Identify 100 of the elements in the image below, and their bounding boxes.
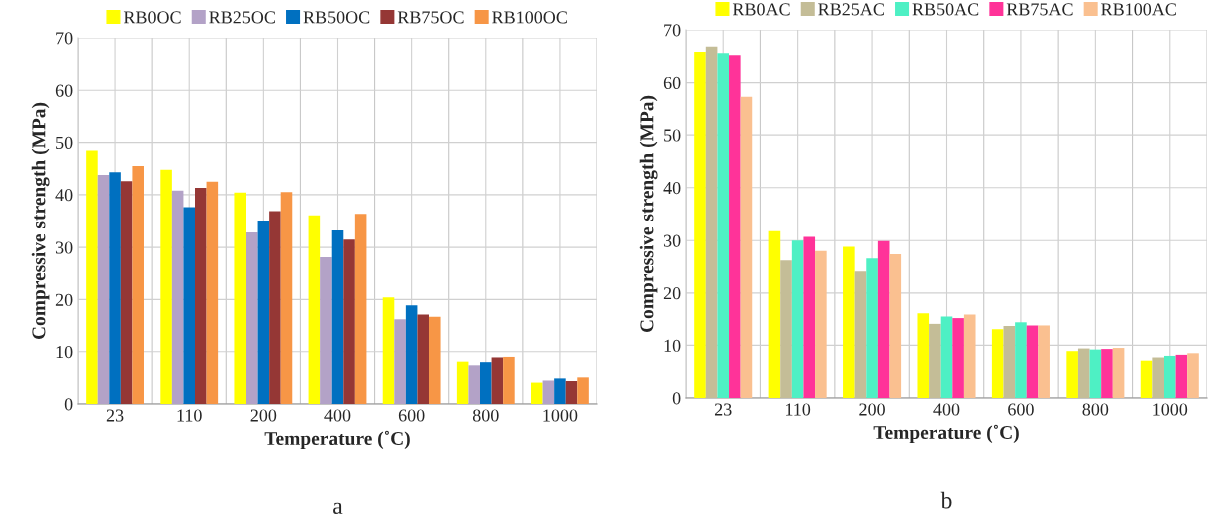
legend-label: RB50AC [912,3,979,16]
bar [120,181,133,404]
bar [565,380,578,404]
bar [780,260,792,398]
x-tick-label: 1000 [543,409,578,422]
y-tick-label: 30 [663,234,681,247]
bar [740,96,753,398]
bar [940,316,953,398]
bar [917,313,930,398]
bar [132,166,144,404]
y-tick-label: 10 [56,345,73,359]
bar [1152,357,1164,398]
bar [1066,351,1078,398]
bar [866,258,878,398]
bar [705,46,718,398]
bar [843,246,855,398]
bar [234,192,247,404]
legend-label: RB50OC [303,11,370,24]
legend-label: RB100AC [1101,3,1176,16]
x-tick-label: 23 [714,403,732,416]
bar [331,229,344,404]
y-axis-title: Compressive strength (MPa) [639,95,658,333]
y-tick-label: 0 [672,392,681,405]
bar [491,357,504,404]
x-tick-label: 200 [250,409,277,422]
bar [1112,348,1125,398]
legend-label: RB75AC [1006,3,1073,16]
text: b [940,491,952,509]
bar [354,214,367,404]
legend-label: RB25OC [209,11,275,24]
bar [97,174,110,404]
bar [694,52,706,398]
y-tick-label: 60 [663,76,681,90]
y-tick-label: 0 [64,398,73,411]
bar [729,55,741,398]
x-tick-label: 800 [472,409,499,422]
bar [542,380,555,404]
bar [480,362,492,404]
bar [991,329,1004,398]
bar [86,150,98,404]
y-tick-label: 40 [55,189,73,202]
bar [456,361,469,404]
y-tick-label: 50 [664,129,681,142]
text: a [333,502,343,514]
legend-label: RB0OC [123,11,181,24]
bar [1163,355,1176,398]
bar [815,250,827,398]
y-axis-title: Compressive strength (MPa) [31,102,50,340]
bar [1077,348,1090,398]
bar [206,181,219,404]
bar [768,230,781,398]
bar [320,257,332,404]
bar [577,377,589,404]
bar [1175,354,1188,398]
bar [1140,360,1153,398]
bar [952,318,964,398]
bar [394,319,406,404]
bar [889,253,902,398]
bar [405,305,418,404]
y-tick-label: 40 [663,181,681,195]
bar [109,172,121,404]
bar [183,207,195,404]
bar [382,297,395,404]
x-axis-title: Temperature (˚C) [873,424,1019,444]
y-tick-label: 50 [56,136,73,150]
bar [854,271,867,398]
y-tick-label: 20 [663,287,681,300]
bar [308,215,321,404]
bar [803,236,816,398]
bar [1101,349,1113,398]
bar [246,231,258,404]
bar [1089,349,1102,398]
bar [503,356,515,404]
legend-label: RB0AC [732,3,790,16]
legend-label: RB75OC [397,11,464,24]
bar [195,188,207,404]
bar [1003,325,1016,398]
bar [554,378,566,404]
x-tick-label: 200 [859,403,885,416]
x-tick-label: 600 [398,409,425,422]
bar [257,221,270,404]
legend-label: RB100OC [492,11,567,24]
bar [963,314,976,398]
x-tick-label: 110 [786,403,811,416]
bar [468,365,480,404]
y-tick-label: 70 [56,32,73,45]
y-tick-label: 60 [55,84,73,97]
x-tick-label: 800 [1082,403,1109,416]
legend-label: RB25AC [818,3,884,16]
x-tick-label: 600 [1008,403,1034,416]
bar [171,190,184,404]
x-tick-label: 1000 [1153,403,1188,416]
bar [428,316,441,404]
bar [269,211,281,404]
y-tick-label: 20 [55,293,73,306]
bar [791,240,804,398]
bar [1038,325,1050,398]
x-tick-label: 23 [106,409,124,422]
bar [160,169,172,404]
bar [1015,322,1027,398]
